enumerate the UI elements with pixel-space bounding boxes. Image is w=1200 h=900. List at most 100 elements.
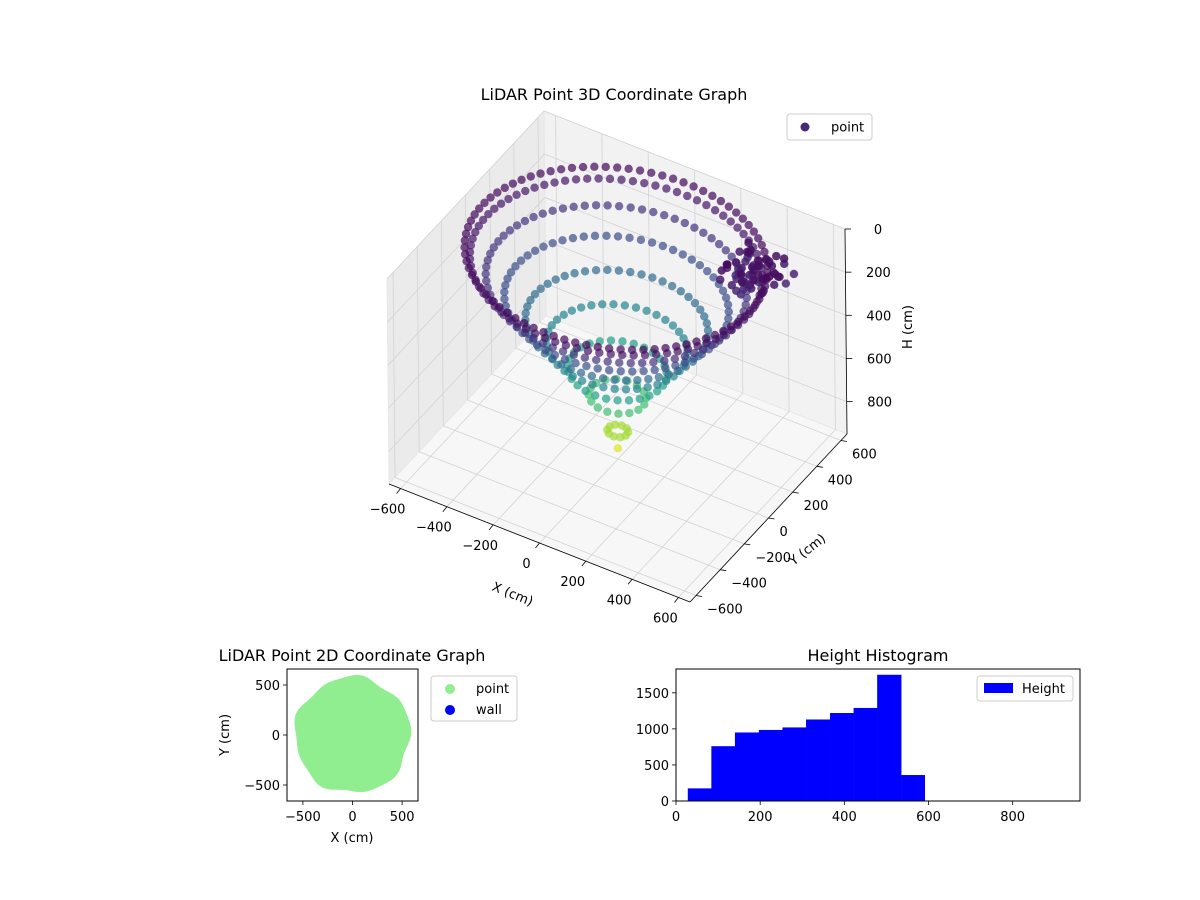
lidar-point-3d: [604, 344, 614, 353]
z-tick-label-3d: 600: [867, 352, 892, 367]
lidar-point-3d: [735, 247, 744, 256]
x-tick-mark-3d: [627, 579, 633, 585]
lidar-point-3d: [702, 200, 711, 210]
x-tick-label-2d: 0: [348, 810, 356, 825]
lidar-point-3d: [779, 254, 789, 263]
lidar-point-3d: [624, 396, 634, 405]
lidar-point-3d: [530, 290, 540, 299]
lidar-point-3d: [609, 300, 618, 309]
histogram-bar: [734, 732, 760, 801]
lidar-point-3d: [480, 198, 489, 208]
y-tick-label-3d: 600: [852, 447, 877, 462]
legend-histogram: Height: [976, 675, 1074, 702]
y-tick-label-3d: 200: [804, 499, 829, 514]
gridline-y-floor: [491, 373, 793, 493]
lidar-point-3d: [613, 444, 623, 453]
lidar-point-3d: [616, 367, 625, 376]
lidar-point-3d: [754, 261, 764, 271]
lidar-point-3d: [541, 346, 550, 355]
lidar-point-3d: [569, 202, 578, 212]
lidar-point-3d: [642, 306, 651, 316]
lidar-point-3d: [653, 380, 662, 389]
lidar-point-3d: [520, 319, 529, 328]
lidar-point-3d: [700, 312, 709, 321]
lidar-point-3d: [754, 234, 763, 243]
lidar-point-3d: [590, 231, 600, 241]
lidar-point-3d: [576, 368, 586, 378]
lidar-point-3d: [723, 300, 733, 309]
lidar-point-3d: [644, 374, 653, 384]
lidar-point-3d: [520, 216, 530, 226]
lidar-point-3d: [692, 337, 701, 346]
lidar-point-3d: [762, 254, 771, 264]
lidar-point-3d: [484, 209, 493, 219]
lidar-point-3d: [741, 257, 750, 266]
lidar-point-3d: [707, 234, 716, 243]
lidar-point-3d: [749, 227, 759, 236]
lidar-point-3d: [674, 327, 684, 336]
lidar-point-3d: [763, 261, 772, 271]
lidar-point-3d: [661, 343, 670, 353]
y-tick-mark-3d: [816, 465, 823, 468]
lidar-point-3d: [579, 232, 588, 241]
y-tick-label-2d: 500: [255, 679, 280, 694]
gridline-y-wall: [489, 169, 493, 375]
x-tick-mark-3d: [488, 524, 494, 531]
lidar-point-3d: [536, 169, 545, 178]
lidar-point-3d: [593, 342, 602, 352]
lidar-point-3d: [690, 223, 699, 232]
lidar-point-3d: [662, 184, 671, 193]
lidar-point-3d: [758, 288, 767, 297]
gridline-y-floor: [394, 477, 697, 596]
lidar-point-3d: [546, 167, 555, 176]
lidar-point-3d: [499, 231, 508, 240]
lidar-point-3d: [658, 241, 668, 251]
lidar-point-3d: [702, 319, 712, 328]
lidar-point-3d: [672, 187, 682, 197]
lidar-point-3d: [505, 226, 515, 235]
lidar-point-3d: [668, 174, 678, 183]
lidar-point-3d: [716, 275, 725, 284]
lidar-point-3d: [651, 181, 660, 190]
lidar-point-3d: [483, 256, 492, 265]
lidar-point-3d: [738, 214, 748, 223]
x-tick-label-3d: 600: [653, 611, 678, 626]
lidar-point-3d: [721, 293, 731, 302]
x-axis-label-2d: X (cm): [331, 831, 374, 846]
histogram-bar: [877, 674, 902, 801]
lidar-point-3d: [500, 287, 509, 297]
lidar-point-3d: [606, 336, 616, 345]
lidar-point-3d: [500, 183, 509, 193]
lidar-point-3d: [503, 274, 512, 283]
lidar-point-3d: [482, 290, 491, 299]
histogram-bar: [830, 713, 854, 801]
lidar-point-3d: [548, 238, 557, 248]
legend-2d: point wall: [430, 675, 518, 722]
plot-frame-histogram: [675, 668, 1081, 802]
lidar-point-3d: [703, 326, 713, 335]
lidar-point-3d: [558, 236, 567, 245]
lidar-point-3d: [670, 214, 679, 224]
lidar-point-3d: [552, 315, 562, 324]
lidar-point-3d: [501, 301, 510, 311]
lidar-point-3d: [680, 352, 690, 361]
lidar-point-3d: [530, 183, 539, 192]
lidar-point-3d: [530, 246, 540, 255]
gridline-z-back: [543, 110, 846, 230]
lidar-point-3d: [593, 403, 603, 412]
lidar-point-3d: [668, 245, 678, 255]
y-tick-label-histogram: 1000: [636, 723, 669, 738]
lidar-point-3d: [616, 433, 625, 442]
legend-label-point-2d: point: [476, 682, 509, 697]
lidar-point-3d: [699, 186, 708, 196]
lidar-point-3d: [471, 277, 481, 286]
lidar-point-3d: [602, 231, 611, 240]
lidar-point-3d: [512, 221, 522, 230]
lidar-point-3d: [620, 301, 630, 310]
lidar-point-3d: [734, 317, 743, 326]
gridline-z-back: [544, 153, 846, 273]
lidar-point-3d: [529, 212, 538, 222]
legend-label-point: point: [831, 121, 864, 136]
lidar-point-3d: [703, 266, 712, 276]
lidar-point-3d: [626, 203, 635, 212]
